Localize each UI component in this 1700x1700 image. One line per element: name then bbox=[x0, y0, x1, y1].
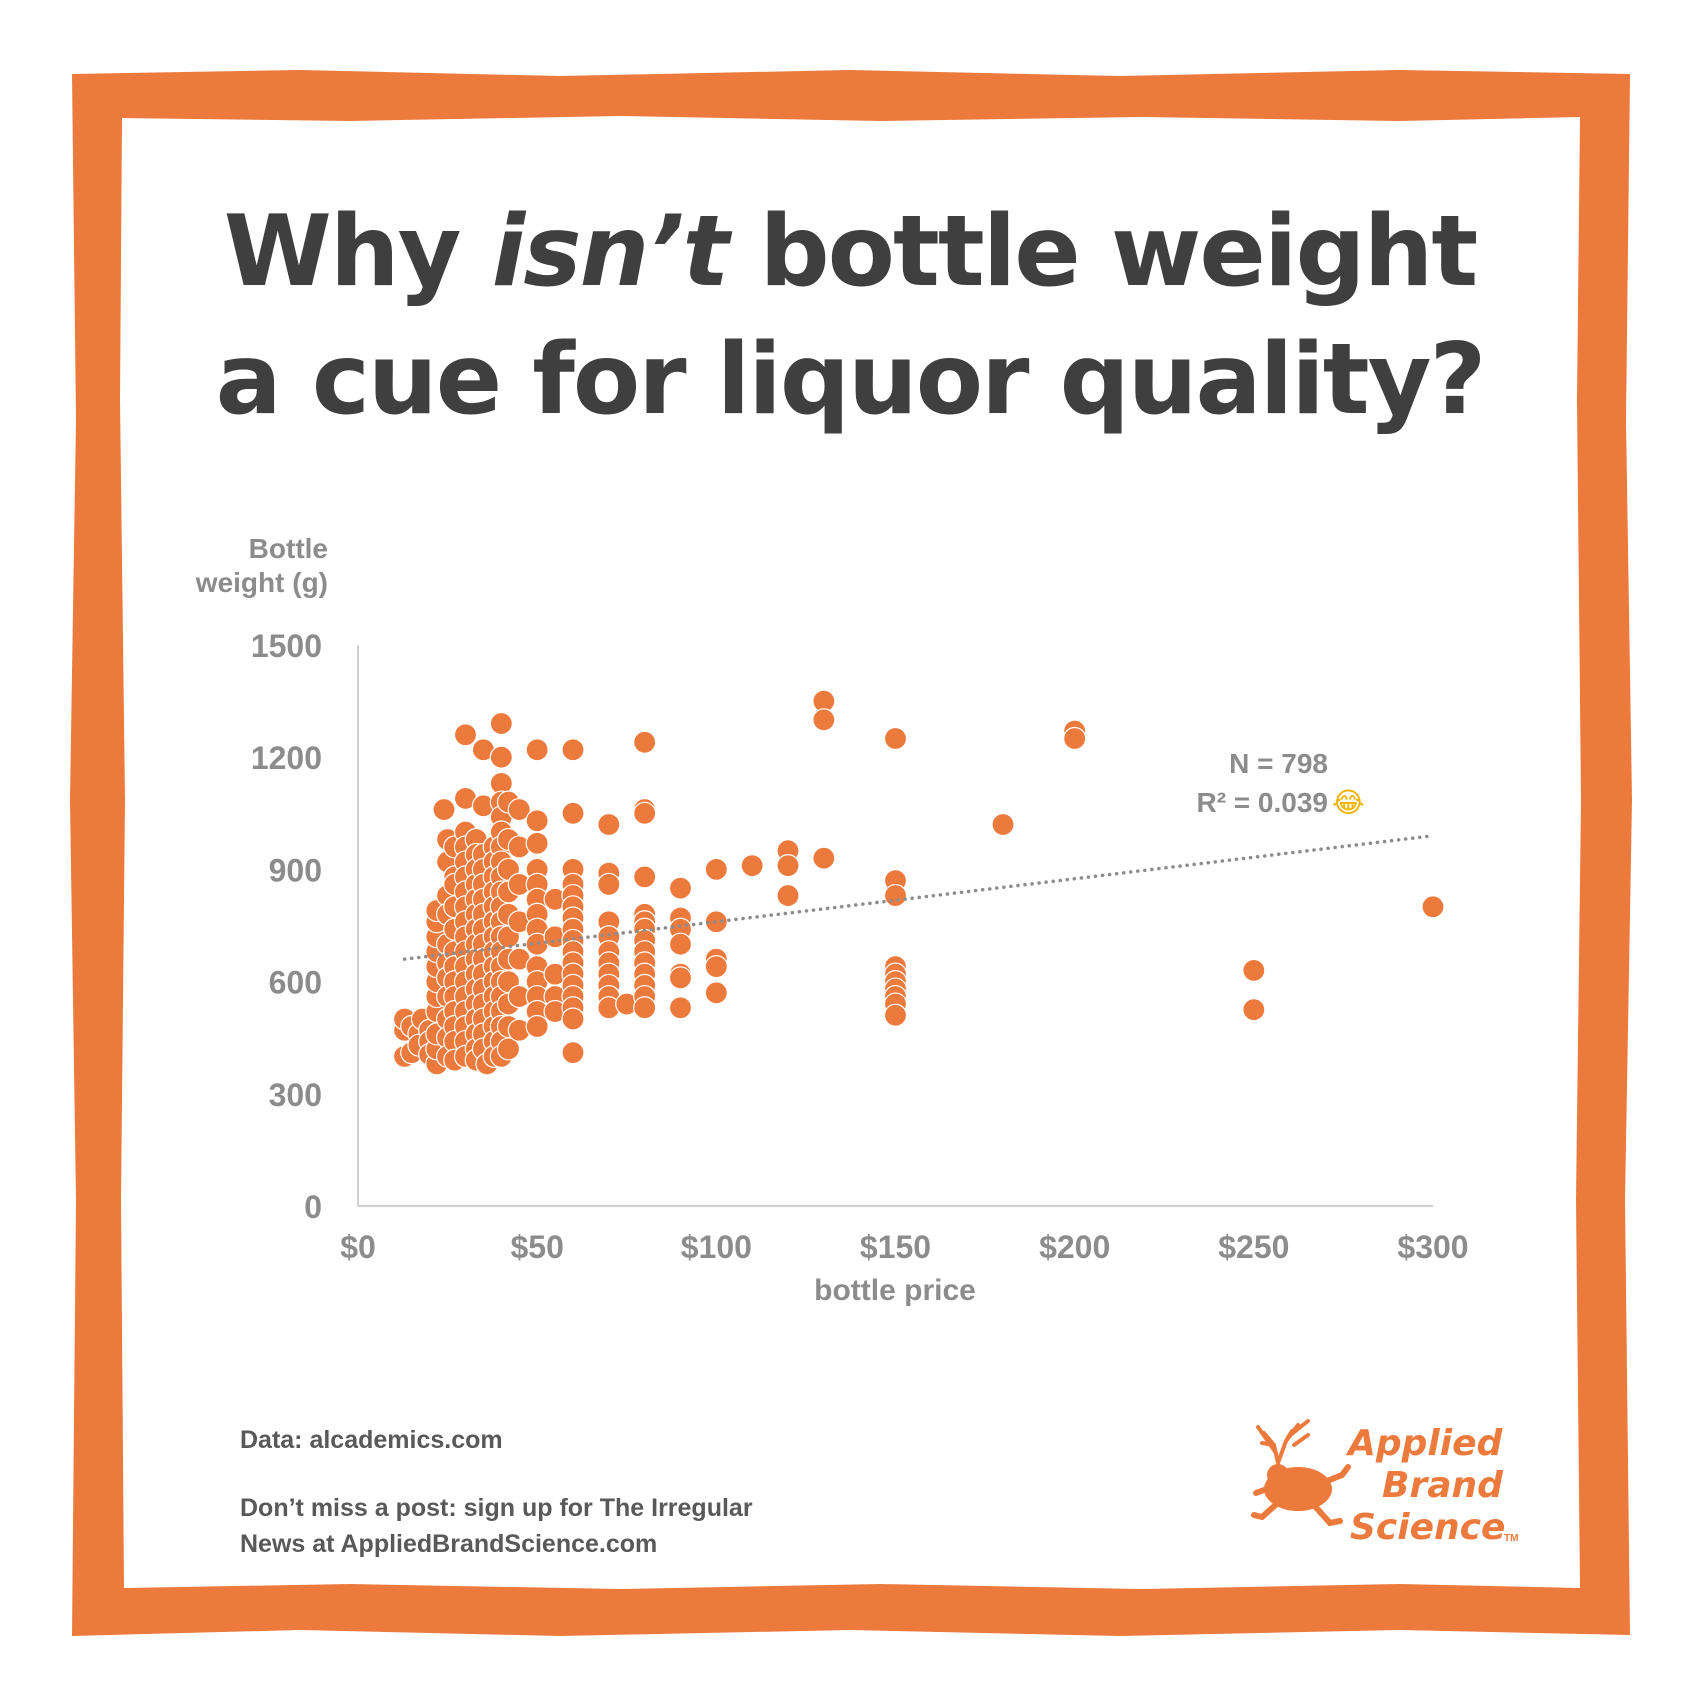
y-tick-label: 900 bbox=[269, 852, 322, 888]
data-point bbox=[812, 708, 836, 732]
data-point bbox=[740, 854, 764, 878]
x-axis-label: bottle price bbox=[814, 1274, 976, 1307]
logo-trademark: TM bbox=[1504, 1533, 1518, 1544]
x-tick-label: $0 bbox=[340, 1229, 376, 1265]
logo-word-science: Science bbox=[1350, 1507, 1505, 1548]
antlered-frog-icon bbox=[1251, 1419, 1351, 1527]
data-point bbox=[633, 865, 657, 889]
data-point bbox=[525, 738, 549, 762]
data-point bbox=[776, 854, 800, 878]
title-emphasis: isn’t bbox=[491, 195, 730, 309]
data-point bbox=[561, 1007, 585, 1031]
newsletter-cta: Don’t miss a post: sign up for The Irreg… bbox=[240, 1490, 753, 1562]
logo-word-brand: Brand bbox=[1382, 1465, 1504, 1506]
laughing-emoji-icon: 😂 bbox=[1332, 786, 1365, 819]
title-line-2: a cue for liquor quality? bbox=[215, 323, 1487, 437]
x-tick-label: $100 bbox=[681, 1229, 752, 1265]
data-point bbox=[1242, 958, 1266, 982]
data-point bbox=[507, 797, 531, 822]
data-point bbox=[883, 883, 908, 908]
data-point bbox=[1242, 998, 1266, 1022]
y-tick-label: 600 bbox=[269, 965, 322, 1001]
data-point bbox=[525, 831, 549, 855]
x-tick-label: $50 bbox=[510, 1229, 563, 1265]
data-point bbox=[704, 981, 728, 1005]
y-tick-label: 1200 bbox=[251, 740, 322, 776]
y-tick-label: 0 bbox=[304, 1189, 322, 1225]
data-point bbox=[776, 883, 800, 908]
r-squared-annotation: R² = 0.039 bbox=[1196, 787, 1328, 818]
data-point bbox=[1421, 895, 1445, 919]
x-tick-label: $250 bbox=[1218, 1229, 1289, 1265]
data-point bbox=[704, 857, 728, 881]
data-source-note: Data: alcademics.com bbox=[240, 1426, 503, 1454]
y-tick-label: 1500 bbox=[251, 628, 322, 664]
data-point bbox=[432, 797, 456, 822]
data-point bbox=[489, 711, 513, 736]
data-point bbox=[561, 801, 585, 825]
data-point bbox=[991, 812, 1015, 837]
data-point bbox=[597, 812, 621, 837]
logo-word-applied: Applied bbox=[1345, 1423, 1503, 1464]
data-point bbox=[1063, 726, 1087, 751]
data-point bbox=[489, 745, 513, 769]
y-axis-label-line-1: Bottle bbox=[249, 533, 328, 564]
x-tick-label: $150 bbox=[860, 1229, 931, 1265]
data-point bbox=[704, 955, 728, 979]
data-point bbox=[812, 846, 836, 870]
data-point bbox=[496, 1037, 521, 1061]
data-point bbox=[561, 1041, 585, 1065]
data-point bbox=[668, 932, 693, 956]
newsletter-cta-line-2: News at AppliedBrandScience.com bbox=[240, 1530, 658, 1558]
y-tick-labels: 0 300 600 900 1200 1500 bbox=[251, 628, 322, 1225]
page-title: Why isn’t bottle weight a cue for liquor… bbox=[130, 188, 1570, 444]
title-line-1: Why isn’t bottle weight bbox=[223, 195, 1478, 309]
data-point bbox=[597, 872, 621, 896]
data-point bbox=[561, 738, 585, 762]
data-point bbox=[668, 966, 693, 990]
trendline bbox=[402, 833, 1435, 961]
newsletter-cta-line-1: Don’t miss a post: sign up for The Irreg… bbox=[240, 1494, 753, 1522]
data-point bbox=[668, 996, 693, 1020]
data-point bbox=[883, 726, 908, 751]
data-point bbox=[633, 730, 657, 754]
sample-size-annotation: N = 798 bbox=[1229, 748, 1328, 779]
data-point bbox=[668, 876, 693, 900]
data-point bbox=[525, 809, 549, 833]
data-point bbox=[453, 723, 478, 747]
x-tick-label: $300 bbox=[1397, 1229, 1468, 1265]
x-tick-labels: $0 $50 $100 $150 $200 $250 $300 bbox=[340, 1229, 1468, 1265]
x-tick-label: $200 bbox=[1039, 1229, 1110, 1265]
applied-brand-science-logo: Applied Brand Science TM bbox=[1251, 1419, 1518, 1548]
data-point bbox=[633, 801, 657, 825]
y-axis-label-line-2: weight (g) bbox=[195, 567, 328, 598]
y-tick-label: 300 bbox=[269, 1077, 322, 1113]
data-point bbox=[883, 1003, 908, 1027]
data-point bbox=[525, 1014, 549, 1039]
data-point bbox=[633, 996, 657, 1020]
